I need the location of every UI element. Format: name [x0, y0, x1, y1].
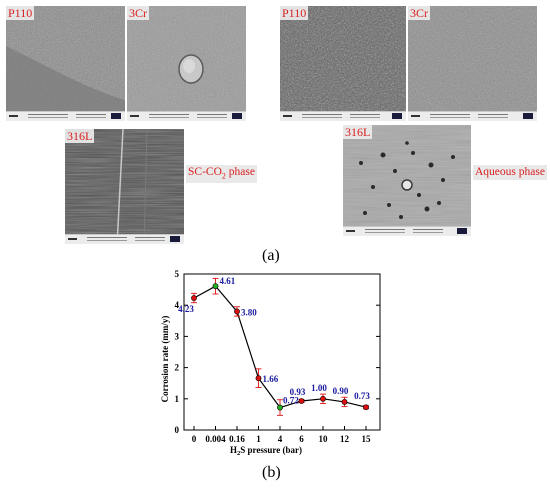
- sem-texture: [280, 6, 406, 121]
- data-point: [234, 308, 240, 315]
- sem-info-bar: [6, 111, 125, 121]
- data-point: [320, 395, 326, 402]
- x-axis-label-h: H: [230, 445, 237, 455]
- y-tick-label: 2: [175, 363, 180, 373]
- data-point: [277, 404, 283, 411]
- data-point: [191, 295, 197, 301]
- sem-texture: [343, 125, 471, 236]
- data-point: [298, 398, 305, 404]
- chart-marks: 4.23 4.61 3.80 1.66 0.720.93 1.00 0.90 0.73: [178, 276, 370, 416]
- panel-label-b: (b): [262, 464, 281, 481]
- data-label: 0.72: [283, 396, 299, 406]
- data-label: 3.80: [241, 307, 257, 317]
- sem-image-3cr-sc-co2: [126, 5, 247, 122]
- data-label: 0.73: [354, 391, 370, 401]
- data-point: [363, 404, 369, 411]
- sem-texture: [6, 6, 125, 121]
- y-tick-label: 1: [175, 394, 180, 404]
- y-tick-label: 4: [175, 300, 180, 310]
- sem-image-316l-sc-co2: [64, 128, 185, 245]
- x-tick-label: 0.004: [205, 434, 226, 444]
- data-label: 1.66: [263, 374, 279, 384]
- tag-p110: P110: [6, 6, 35, 20]
- y-tick-label: 0: [175, 425, 180, 435]
- sem-image-p110-sc-co2: [5, 5, 126, 122]
- phase-label-aqueous: Aqueous phase: [473, 165, 547, 180]
- data-label: 4.23: [178, 304, 194, 314]
- sem-info-bar: [65, 234, 184, 244]
- data-point: [212, 283, 219, 290]
- sem-image-3cr-aqueous: [407, 5, 538, 122]
- x-axis-label-sub: 2: [237, 450, 240, 457]
- x-tick-label: 12: [340, 434, 350, 444]
- x-tick-label: 6: [299, 434, 304, 444]
- tag-3cr: 3Cr: [127, 6, 149, 20]
- sem-texture: [65, 129, 184, 244]
- x-axis-label: H2S pressure (bar): [230, 445, 302, 457]
- sem-image-p110-aqueous: [279, 5, 407, 122]
- sem-info-bar: [343, 226, 471, 236]
- tag-316l: 316L: [65, 129, 95, 143]
- x-tick-label: 4: [278, 434, 283, 444]
- plot-frame: [183, 273, 381, 431]
- x-axis-label-rest: S pressure (bar): [240, 445, 302, 455]
- y-tick-label: 3: [175, 331, 180, 341]
- y-axis-label: Corrosion rate (mm/y): [160, 316, 170, 403]
- data-label: 0.90: [333, 386, 349, 396]
- data-label: 1.00: [311, 383, 327, 393]
- x-tick-label: 10: [319, 434, 329, 444]
- phase-label-sc-co2: SC-CO2 phase: [186, 165, 257, 184]
- sem-info-bar: [408, 111, 537, 121]
- x-tick-label: 1: [256, 434, 261, 444]
- sem-image-316l-aqueous: [342, 124, 472, 237]
- x-tick-label: 0: [192, 434, 197, 444]
- data-point: [341, 399, 348, 405]
- data-label: 0.93: [290, 387, 306, 397]
- tag-p110: P110: [280, 6, 309, 20]
- y-tick-label: 5: [175, 269, 180, 279]
- x-tick-label: 15: [362, 434, 372, 444]
- tag-316l: 316L: [343, 125, 373, 139]
- panel-label-a: (a): [262, 247, 280, 264]
- sem-texture: [127, 6, 246, 121]
- tag-3cr: 3Cr: [408, 6, 430, 20]
- sem-texture: [408, 6, 537, 121]
- data-point: [255, 375, 262, 382]
- sem-info-bar: [127, 111, 246, 121]
- sem-info-bar: [280, 111, 406, 121]
- data-label: 4.61: [220, 276, 236, 286]
- x-tick-label: 0.16: [229, 434, 245, 444]
